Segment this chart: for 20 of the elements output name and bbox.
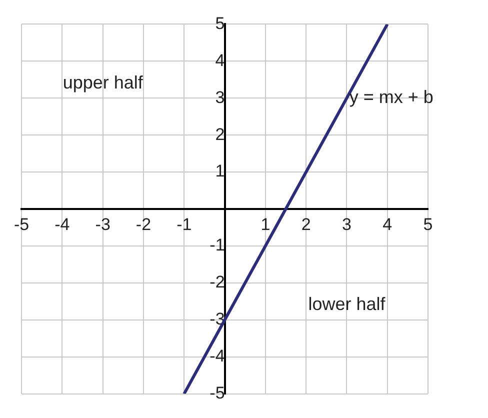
x-tick-label: 2 — [301, 214, 311, 234]
y-tick-label: 5 — [215, 14, 225, 33]
annotation: y = mx + b — [349, 87, 434, 108]
x-tick-label: -2 — [136, 214, 152, 234]
y-tick-label: -1 — [210, 236, 225, 255]
x-tick-label: -4 — [54, 214, 70, 234]
x-tick-label: 4 — [382, 214, 392, 234]
x-tick-label: 5 — [423, 214, 433, 234]
x-tick-label: 1 — [260, 214, 270, 234]
annotation: upper half — [62, 72, 144, 92]
y-tick-label: -5 — [210, 383, 225, 402]
annotation: lower half — [308, 294, 386, 314]
y-tick-label: 1 — [215, 162, 225, 181]
x-tick-label: -5 — [14, 214, 30, 234]
x-tick-label: -3 — [95, 214, 110, 234]
y-tick-label: 3 — [215, 88, 225, 107]
x-tick-label: 3 — [342, 214, 352, 234]
y-tick-label: 2 — [215, 124, 225, 144]
x-tick-label: -1 — [176, 214, 192, 234]
y-tick-label: -2 — [210, 272, 225, 292]
